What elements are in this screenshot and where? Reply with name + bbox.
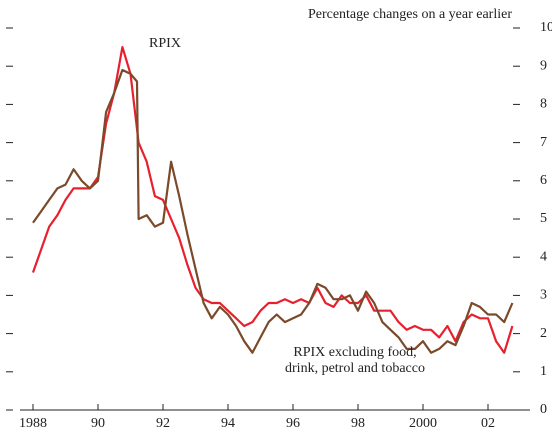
series-line xyxy=(31,46,514,354)
x-tick-label: 96 xyxy=(286,416,300,431)
x-tick-label: 2000 xyxy=(409,416,437,431)
series-label: RPIX excluding food, drink, petrol and t… xyxy=(285,345,425,376)
y-tick-label: 8 xyxy=(540,97,547,112)
y-tick-label: 9 xyxy=(540,58,547,73)
y-tick-label: 4 xyxy=(540,249,547,264)
y-tick-label: 3 xyxy=(540,288,547,303)
x-tick-label: 92 xyxy=(156,416,170,431)
x-tick-label: 1988 xyxy=(19,416,47,431)
y-tick-label: 7 xyxy=(540,135,547,150)
x-tick-label: 90 xyxy=(91,416,105,431)
series-line xyxy=(32,68,514,354)
y-tick-label: 2 xyxy=(540,326,547,341)
y-tick-label: 6 xyxy=(540,173,547,188)
y-tick-label: 10 xyxy=(540,20,552,35)
x-tick-label: 98 xyxy=(351,416,365,431)
y-tick-label: 5 xyxy=(540,211,547,226)
x-tick-label: 94 xyxy=(221,416,235,431)
y-tick-label: 0 xyxy=(540,402,547,417)
y-axis-label: Percentage changes on a year earlier xyxy=(308,7,512,22)
y-tick-label: 1 xyxy=(540,364,547,379)
series-label: RPIX xyxy=(149,36,181,51)
x-tick-label: 02 xyxy=(481,416,495,431)
